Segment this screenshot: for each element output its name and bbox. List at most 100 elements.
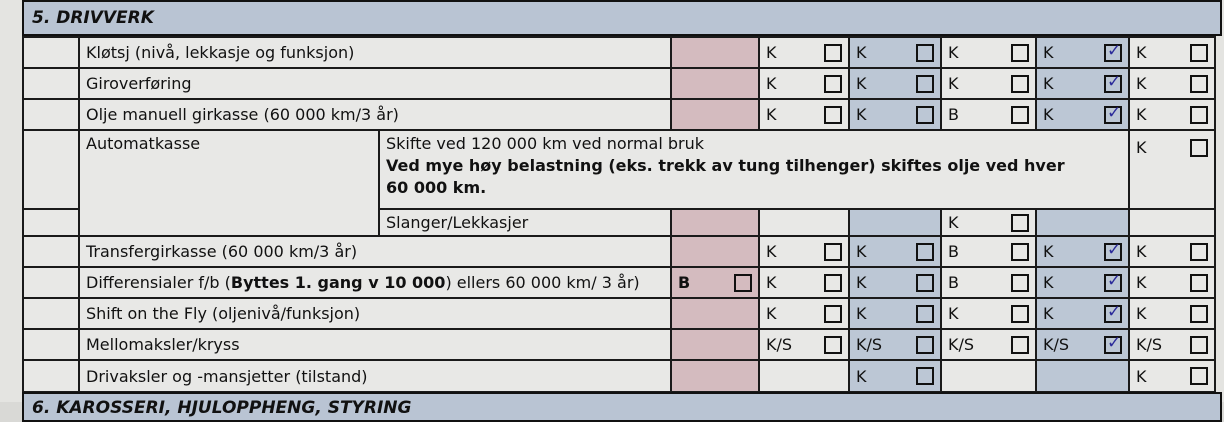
indent-cell xyxy=(22,297,80,330)
code-label: K xyxy=(1136,366,1147,386)
code-label: K xyxy=(948,213,959,232)
table-row: Drivaksler og -mansjetter (tilstand) K K xyxy=(22,359,1216,393)
checkbox[interactable] xyxy=(916,74,934,93)
item-label: Olje manuell girkasse (60 000 km/3 år) xyxy=(78,98,672,131)
checkbox[interactable] xyxy=(916,43,934,62)
code-label: K/S xyxy=(1136,335,1163,354)
checkbox[interactable] xyxy=(734,273,752,292)
checkbox[interactable] xyxy=(916,335,934,354)
code-label: K xyxy=(766,74,777,93)
checkbox[interactable] xyxy=(916,242,934,261)
check-cell: K xyxy=(1128,67,1216,100)
code-label: K xyxy=(1136,74,1147,93)
checkbox[interactable] xyxy=(916,105,934,124)
checkbox[interactable] xyxy=(1011,105,1029,124)
checkbox[interactable] xyxy=(1190,304,1208,323)
code-label: K xyxy=(1043,304,1054,323)
code-label: B xyxy=(948,242,959,261)
check-cell: K xyxy=(758,235,850,268)
checkbox[interactable] xyxy=(1190,139,1208,157)
checkbox[interactable] xyxy=(1104,240,1122,261)
checkbox[interactable] xyxy=(824,335,842,354)
code-label: K xyxy=(1043,273,1054,292)
code-label: K xyxy=(1136,304,1147,323)
check-cell xyxy=(670,98,760,131)
table-row: Olje manuell girkasse (60 000 km/3 år) K K… xyxy=(22,98,1216,131)
checkbox[interactable] xyxy=(1011,242,1029,261)
checkbox[interactable] xyxy=(1011,74,1029,93)
check-cell: K xyxy=(848,67,942,100)
checkbox[interactable] xyxy=(1011,304,1029,323)
check-cell: K/S xyxy=(940,328,1037,361)
check-cell: K xyxy=(940,208,1037,237)
code-label: K xyxy=(766,105,777,124)
checkbox[interactable] xyxy=(1104,72,1122,93)
checkbox[interactable] xyxy=(1011,213,1029,232)
indent-cell xyxy=(22,98,80,131)
item-label: Drivaksler og -mansjetter (tilstand) xyxy=(78,359,672,393)
table-row: Mellomaksler/kryss K/S K/S K/S K/S K/S xyxy=(22,328,1216,361)
checkbox[interactable] xyxy=(1190,43,1208,62)
checkbox[interactable] xyxy=(824,43,842,62)
table-row: Shift on the Fly (oljenivå/funksjon) K K K K… xyxy=(22,297,1216,330)
checkbox[interactable] xyxy=(916,367,934,385)
checkbox[interactable] xyxy=(1011,43,1029,62)
check-cell: B xyxy=(670,266,760,299)
code-label: K xyxy=(856,74,867,93)
check-cell: B xyxy=(940,98,1037,131)
next-section-header: 6. KAROSSERI, HJULOPPHENG, STYRING xyxy=(22,392,1222,422)
checkbox[interactable] xyxy=(1104,302,1122,323)
check-cell xyxy=(670,297,760,330)
check-cell xyxy=(758,359,850,393)
check-cell: K xyxy=(1035,98,1130,131)
checkbox[interactable] xyxy=(1190,367,1208,385)
checkbox[interactable] xyxy=(916,273,934,292)
indent-cell xyxy=(22,208,80,237)
sub-label: Slanger/Lekkasjer xyxy=(378,208,672,237)
check-cell: K xyxy=(1035,266,1130,299)
check-cell: K xyxy=(1035,36,1130,69)
table-row: Slanger/Lekkasjer K xyxy=(22,208,1216,237)
checkbox[interactable] xyxy=(1190,335,1208,354)
check-cell: K xyxy=(1128,129,1216,210)
note-normal: Skifte ved 120 000 km ved normal bruk xyxy=(386,134,705,153)
checkbox[interactable] xyxy=(824,304,842,323)
checkbox[interactable] xyxy=(1011,335,1029,354)
code-label: K xyxy=(1043,105,1054,124)
check-cell: K xyxy=(1128,98,1216,131)
code-label: K xyxy=(856,366,867,386)
section-header: 5. DRIVVERK xyxy=(22,0,1222,36)
check-cell: K xyxy=(848,98,942,131)
checkbox[interactable] xyxy=(1190,273,1208,292)
check-cell: K/S xyxy=(848,328,942,361)
checkbox[interactable] xyxy=(1104,333,1122,354)
checkbox[interactable] xyxy=(824,74,842,93)
checkbox[interactable] xyxy=(1190,242,1208,261)
check-cell xyxy=(758,208,850,237)
checkbox[interactable] xyxy=(824,105,842,124)
checkbox[interactable] xyxy=(1104,271,1122,292)
checkbox[interactable] xyxy=(1190,74,1208,93)
code-label: K xyxy=(1043,242,1054,261)
table-row: Transfergirkasse (60 000 km/3 år) K K B K K xyxy=(22,235,1216,268)
checkbox[interactable] xyxy=(1104,41,1122,62)
checkbox[interactable] xyxy=(824,273,842,292)
checkbox[interactable] xyxy=(824,242,842,261)
code-label: K/S xyxy=(948,335,975,354)
checkbox[interactable] xyxy=(1011,273,1029,292)
check-cell xyxy=(848,208,942,237)
checkbox[interactable] xyxy=(916,304,934,323)
note-heavy: Ved mye høy belastning (eks. trekk av tu… xyxy=(386,156,1065,197)
automat-row: Automatkasse Skifte ved 120 000 km ved no… xyxy=(22,129,1216,237)
check-cell: K xyxy=(1035,297,1130,330)
code-label: B xyxy=(948,273,959,292)
code-label: B xyxy=(948,105,959,124)
check-cell xyxy=(670,208,760,237)
checkbox[interactable] xyxy=(1104,103,1122,124)
check-cell xyxy=(1035,359,1130,393)
table-row: Giroverføring K K K K K xyxy=(22,67,1216,100)
code-label: K xyxy=(948,304,959,323)
code-label: K xyxy=(856,43,867,62)
checkbox[interactable] xyxy=(1190,105,1208,124)
check-cell xyxy=(670,235,760,268)
